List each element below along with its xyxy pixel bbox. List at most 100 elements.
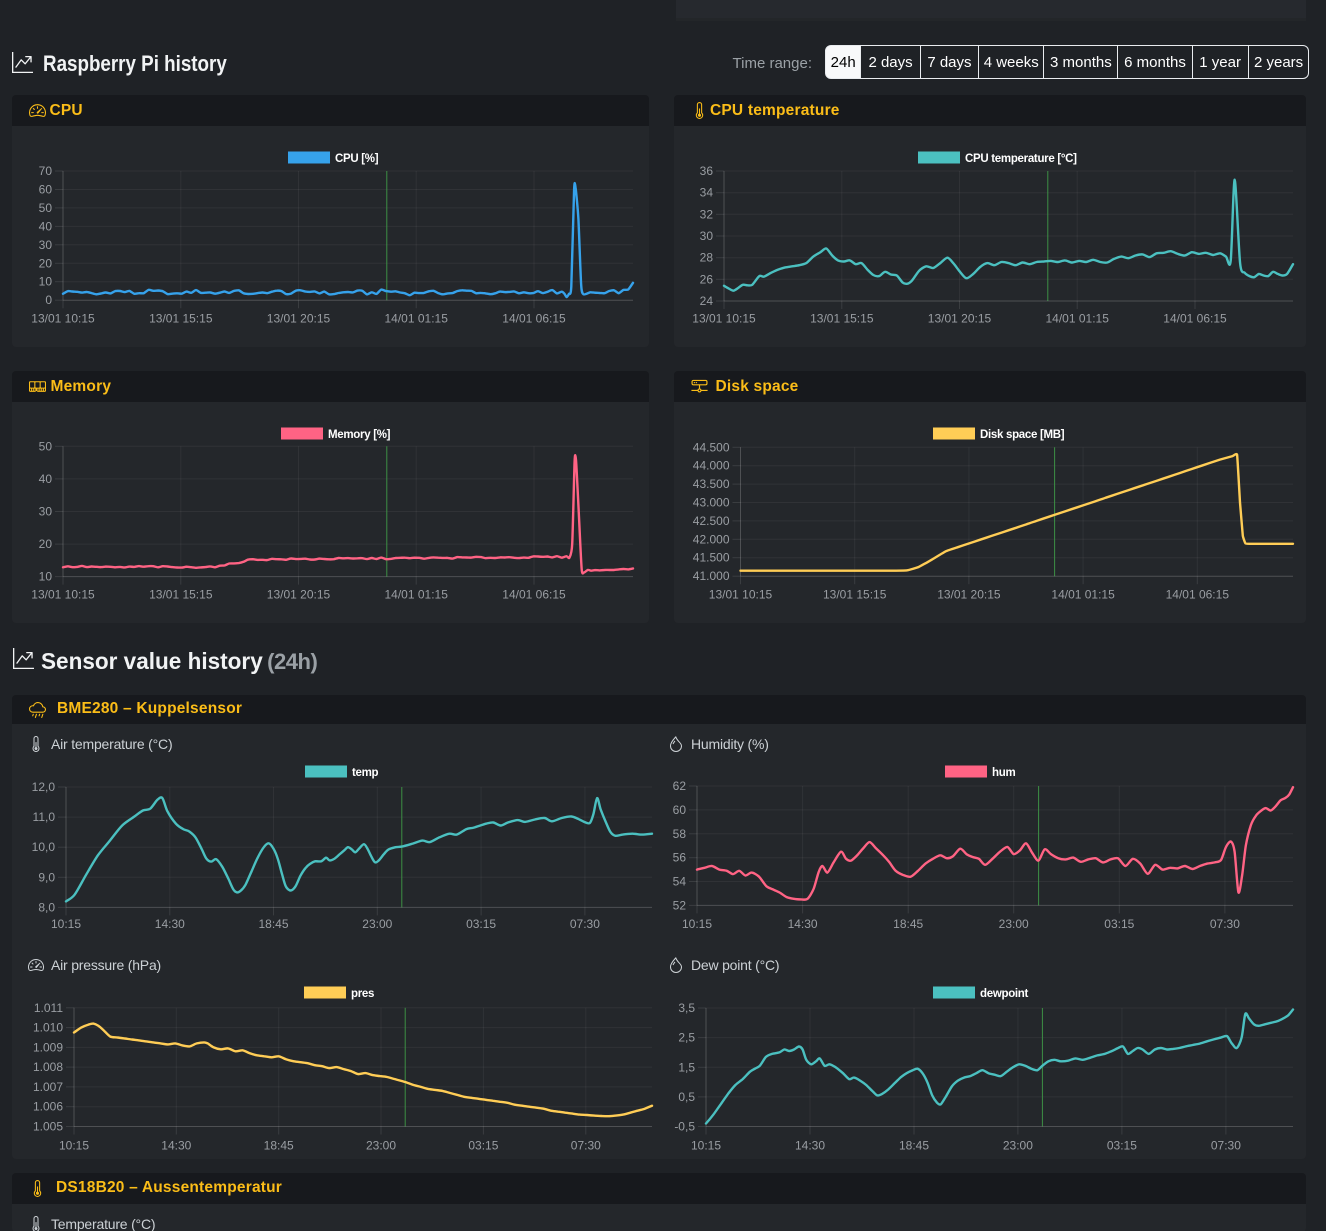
svg-text:14/01 01:15: 14/01 01:15 <box>384 588 448 602</box>
svg-text:13/01 20:15: 13/01 20:15 <box>928 312 992 326</box>
svg-text:CPU temperature [°C]: CPU temperature [°C] <box>965 153 1077 165</box>
svg-text:18:45: 18:45 <box>899 1139 929 1153</box>
svg-text:20: 20 <box>39 256 53 270</box>
svg-text:30: 30 <box>700 229 714 243</box>
svg-text:8,0: 8,0 <box>38 900 55 914</box>
svg-text:50: 50 <box>39 201 53 215</box>
svg-text:07:30: 07:30 <box>570 917 600 931</box>
svg-text:07:30: 07:30 <box>1210 917 1240 931</box>
svg-text:13/01 10:15: 13/01 10:15 <box>709 588 773 602</box>
svg-text:1.011: 1.011 <box>34 1001 63 1015</box>
svg-text:03:15: 03:15 <box>1107 1139 1137 1153</box>
svg-text:18:45: 18:45 <box>264 1139 294 1153</box>
svg-text:70: 70 <box>39 164 53 178</box>
svg-text:10: 10 <box>39 570 53 584</box>
svg-text:13/01 20:15: 13/01 20:15 <box>267 588 331 602</box>
svg-text:03:15: 03:15 <box>468 1139 498 1153</box>
svg-text:56: 56 <box>673 851 687 865</box>
svg-text:07:30: 07:30 <box>1211 1139 1241 1153</box>
svg-text:26: 26 <box>700 272 714 286</box>
svg-text:18:45: 18:45 <box>258 917 288 931</box>
svg-text:14/01 06:15: 14/01 06:15 <box>502 588 566 602</box>
svg-text:10:15: 10:15 <box>51 917 81 931</box>
svg-text:0: 0 <box>45 293 52 307</box>
svg-text:32: 32 <box>700 207 714 221</box>
svg-text:24: 24 <box>700 294 714 308</box>
svg-text:60: 60 <box>673 803 687 817</box>
svg-text:13/01 10:15: 13/01 10:15 <box>692 312 756 326</box>
svg-text:13/01 15:15: 13/01 15:15 <box>810 312 874 326</box>
svg-text:13/01 10:15: 13/01 10:15 <box>31 312 95 326</box>
svg-text:23:00: 23:00 <box>999 917 1029 931</box>
svg-text:CPU [%]: CPU [%] <box>335 153 379 165</box>
svg-text:1.005: 1.005 <box>33 1120 63 1134</box>
svg-text:03:15: 03:15 <box>1104 917 1134 931</box>
svg-text:14:30: 14:30 <box>795 1139 825 1153</box>
svg-text:temp: temp <box>352 767 379 779</box>
svg-text:34: 34 <box>700 186 714 200</box>
svg-text:12,0: 12,0 <box>32 780 56 794</box>
svg-text:14:30: 14:30 <box>155 917 185 931</box>
svg-text:13/01 15:15: 13/01 15:15 <box>823 588 887 602</box>
svg-text:40: 40 <box>39 219 53 233</box>
svg-text:07:30: 07:30 <box>571 1139 601 1153</box>
svg-text:14/01 06:15: 14/01 06:15 <box>1166 588 1230 602</box>
svg-text:14/01 06:15: 14/01 06:15 <box>502 312 566 326</box>
svg-text:11,0: 11,0 <box>33 810 56 824</box>
svg-text:23:00: 23:00 <box>362 917 392 931</box>
svg-text:0,5: 0,5 <box>678 1090 695 1104</box>
svg-text:10:15: 10:15 <box>682 917 712 931</box>
svg-text:10: 10 <box>39 275 53 289</box>
svg-text:58: 58 <box>673 827 687 841</box>
svg-text:1.008: 1.008 <box>33 1060 63 1074</box>
svg-text:3,5: 3,5 <box>678 1001 695 1015</box>
svg-text:41.500: 41.500 <box>693 551 730 565</box>
svg-text:28: 28 <box>700 251 714 265</box>
svg-text:pres: pres <box>351 988 374 1000</box>
svg-text:10:15: 10:15 <box>59 1139 89 1153</box>
svg-text:1.006: 1.006 <box>33 1100 63 1114</box>
svg-text:41.000: 41.000 <box>693 569 730 583</box>
svg-text:dewpoint: dewpoint <box>980 988 1029 1000</box>
svg-text:9,0: 9,0 <box>38 870 55 884</box>
svg-text:2,5: 2,5 <box>678 1031 695 1045</box>
svg-text:1.007: 1.007 <box>33 1080 63 1094</box>
svg-text:14:30: 14:30 <box>161 1139 191 1153</box>
svg-text:13/01 15:15: 13/01 15:15 <box>149 588 213 602</box>
svg-text:Memory [%]: Memory [%] <box>328 429 391 441</box>
svg-text:13/01 20:15: 13/01 20:15 <box>937 588 1001 602</box>
svg-text:hum: hum <box>992 767 1015 779</box>
svg-text:44.000: 44.000 <box>693 459 730 473</box>
svg-text:14/01 06:15: 14/01 06:15 <box>1163 312 1227 326</box>
svg-text:13/01 10:15: 13/01 10:15 <box>31 588 95 602</box>
svg-text:-0,5: -0,5 <box>674 1120 695 1134</box>
svg-text:30: 30 <box>39 238 53 252</box>
svg-text:14/01 01:15: 14/01 01:15 <box>1051 588 1115 602</box>
svg-text:43.000: 43.000 <box>693 496 730 510</box>
svg-text:14/01 01:15: 14/01 01:15 <box>1045 312 1109 326</box>
svg-text:30: 30 <box>39 505 53 519</box>
svg-text:52: 52 <box>673 898 687 912</box>
svg-text:54: 54 <box>673 875 687 889</box>
svg-text:43.500: 43.500 <box>693 477 730 491</box>
svg-text:1.010: 1.010 <box>33 1021 63 1035</box>
svg-text:50: 50 <box>39 439 53 453</box>
svg-text:Disk space [MB]: Disk space [MB] <box>980 429 1065 441</box>
svg-text:42.000: 42.000 <box>693 532 730 546</box>
svg-text:40: 40 <box>39 472 53 486</box>
svg-text:10,0: 10,0 <box>32 840 56 854</box>
svg-text:13/01 15:15: 13/01 15:15 <box>149 312 213 326</box>
svg-text:14/01 01:15: 14/01 01:15 <box>384 312 448 326</box>
svg-text:20: 20 <box>39 537 53 551</box>
svg-text:1.009: 1.009 <box>33 1040 63 1054</box>
svg-text:44.500: 44.500 <box>693 440 730 454</box>
svg-text:10:15: 10:15 <box>691 1139 721 1153</box>
svg-text:1,5: 1,5 <box>678 1060 695 1074</box>
svg-text:03:15: 03:15 <box>466 917 496 931</box>
svg-text:23:00: 23:00 <box>1003 1139 1033 1153</box>
svg-text:13/01 20:15: 13/01 20:15 <box>267 312 331 326</box>
svg-text:60: 60 <box>39 183 53 197</box>
svg-text:42.500: 42.500 <box>693 514 730 528</box>
svg-text:23:00: 23:00 <box>366 1139 396 1153</box>
svg-text:18:45: 18:45 <box>893 917 923 931</box>
